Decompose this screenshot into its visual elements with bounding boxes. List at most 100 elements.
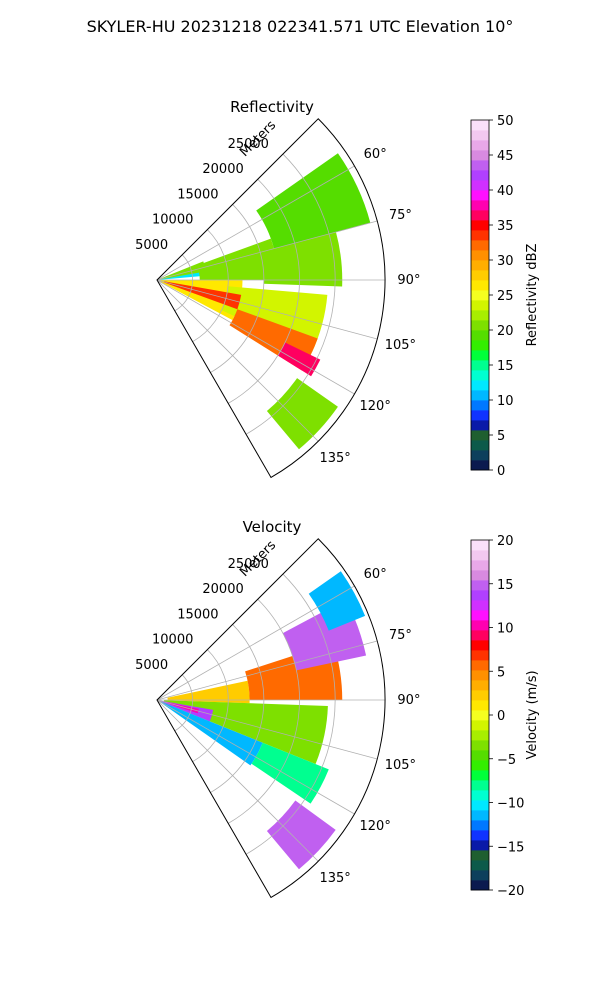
colorbar-tick-label: 5 bbox=[497, 665, 505, 680]
radial-tick-label: 15000 bbox=[177, 187, 218, 202]
radial-tick-label: 15000 bbox=[177, 607, 218, 622]
colorbar-swatch bbox=[471, 880, 489, 891]
azimuth-tick-label: 120° bbox=[360, 399, 391, 414]
azimuth-tick-label: 90° bbox=[397, 693, 420, 708]
colorbar-swatch bbox=[471, 260, 489, 271]
colorbar-tick-label: −10 bbox=[497, 797, 524, 812]
azimuth-spoke bbox=[156, 279, 355, 395]
colorbar-swatch bbox=[471, 630, 489, 641]
colorbar-swatch bbox=[471, 390, 489, 401]
radial-tick-label: 20000 bbox=[202, 582, 243, 597]
echo-region bbox=[266, 800, 336, 870]
colorbar-swatch bbox=[471, 370, 489, 381]
colorbar-swatch bbox=[471, 600, 489, 611]
colorbar-tick-label: −20 bbox=[497, 884, 524, 899]
colorbar-swatch bbox=[471, 810, 489, 821]
colorbar-swatch bbox=[471, 770, 489, 781]
sector-outline bbox=[156, 538, 386, 899]
echo-region bbox=[266, 378, 338, 450]
azimuth-spoke bbox=[156, 585, 355, 701]
colorbar-swatch bbox=[471, 320, 489, 331]
colorbar-swatch bbox=[471, 160, 489, 171]
azimuth-spoke bbox=[156, 220, 378, 281]
colorbar-swatch bbox=[471, 870, 489, 881]
echo-region bbox=[159, 701, 263, 766]
colorbar-tick-label: 20 bbox=[497, 324, 514, 339]
radial-tick-label: 5000 bbox=[135, 658, 168, 673]
azimuth-spoke bbox=[156, 640, 378, 701]
colorbar-swatch bbox=[471, 800, 489, 811]
azimuth-tick-label: 60° bbox=[364, 567, 387, 582]
figure-title: SKYLER-HU 20231218 022341.571 UTC Elevat… bbox=[87, 17, 514, 36]
sector-outline bbox=[156, 118, 386, 479]
colorbar-swatch bbox=[471, 340, 489, 351]
colorbar-tick-label: 0 bbox=[497, 464, 505, 479]
colorbar-swatch bbox=[471, 360, 489, 371]
colorbar-swatch bbox=[471, 690, 489, 701]
echo-region bbox=[256, 153, 371, 249]
colorbar-tick-label: 10 bbox=[497, 622, 514, 637]
colorbar-swatch bbox=[471, 740, 489, 751]
range-ring bbox=[210, 624, 265, 793]
range-ring bbox=[174, 674, 194, 732]
radar-echo-layer bbox=[157, 153, 371, 450]
colorbar-swatch bbox=[471, 620, 489, 631]
radial-tick-label: 20000 bbox=[202, 162, 243, 177]
echo-region bbox=[197, 238, 279, 280]
colorbar-tick-label: 50 bbox=[497, 114, 514, 129]
colorbar-swatch bbox=[471, 450, 489, 461]
azimuth-tick-label: 135° bbox=[319, 451, 350, 466]
colorbar-swatch bbox=[471, 210, 489, 221]
azimuth-spoke bbox=[156, 699, 378, 760]
colorbar-swatch bbox=[471, 330, 489, 341]
colorbar-swatch bbox=[471, 580, 489, 591]
colorbar-swatch bbox=[471, 560, 489, 571]
colorbar-swatch bbox=[471, 290, 489, 301]
azimuth-spoke bbox=[156, 165, 355, 281]
echo-region bbox=[160, 700, 214, 722]
radial-tick-label: 25000 bbox=[228, 557, 269, 572]
colorbar-tick-label: 10 bbox=[497, 394, 514, 409]
colorbar-tick-label: 5 bbox=[497, 429, 505, 444]
radial-tick-label: 25000 bbox=[228, 137, 269, 152]
colorbar-swatch bbox=[471, 150, 489, 161]
colorbar-tick-label: 15 bbox=[497, 578, 514, 593]
colorbar-swatch bbox=[471, 760, 489, 771]
echo-region bbox=[160, 261, 207, 280]
velocity-title: Velocity bbox=[243, 518, 302, 536]
azimuth-tick-label: 90° bbox=[397, 273, 420, 288]
range-ring bbox=[192, 649, 229, 763]
colorbar-swatch bbox=[471, 400, 489, 411]
range-ring bbox=[210, 204, 265, 373]
radar-echo-layer bbox=[159, 571, 367, 870]
colorbar-swatch bbox=[471, 430, 489, 441]
radial-tick-label: 5000 bbox=[135, 238, 168, 253]
azimuth-tick-label: 75° bbox=[389, 628, 412, 643]
radial-tick-label: 10000 bbox=[152, 633, 193, 648]
colorbar-swatch bbox=[471, 640, 489, 651]
colorbar-tick-label: 25 bbox=[497, 289, 514, 304]
colorbar-swatch bbox=[471, 310, 489, 321]
colorbar-swatch bbox=[471, 180, 489, 191]
colorbar-swatch bbox=[471, 410, 489, 421]
colorbar-tick-label: −15 bbox=[497, 840, 524, 855]
colorbar-swatch bbox=[471, 250, 489, 261]
colorbar-swatch bbox=[471, 830, 489, 841]
colorbar-tick-label: 20 bbox=[497, 534, 514, 549]
echo-region bbox=[163, 281, 242, 310]
colorbar-tick-label: 15 bbox=[497, 359, 514, 374]
colorbar-swatch bbox=[471, 120, 489, 131]
azimuth-tick-label: 120° bbox=[360, 819, 391, 834]
azimuth-tick-label: 135° bbox=[319, 871, 350, 886]
colorbar-tick-label: 40 bbox=[497, 184, 514, 199]
azimuth-tick-label: 75° bbox=[389, 208, 412, 223]
colorbar-swatch bbox=[471, 280, 489, 291]
azimuth-tick-label: 105° bbox=[385, 338, 416, 353]
colorbar-swatch bbox=[471, 730, 489, 741]
colorbar-swatch bbox=[471, 550, 489, 561]
colorbar-tick-label: −5 bbox=[497, 753, 516, 768]
colorbar-swatch bbox=[471, 610, 489, 621]
colorbar-swatch bbox=[471, 660, 489, 671]
azimuth-tick-label: 105° bbox=[385, 758, 416, 773]
